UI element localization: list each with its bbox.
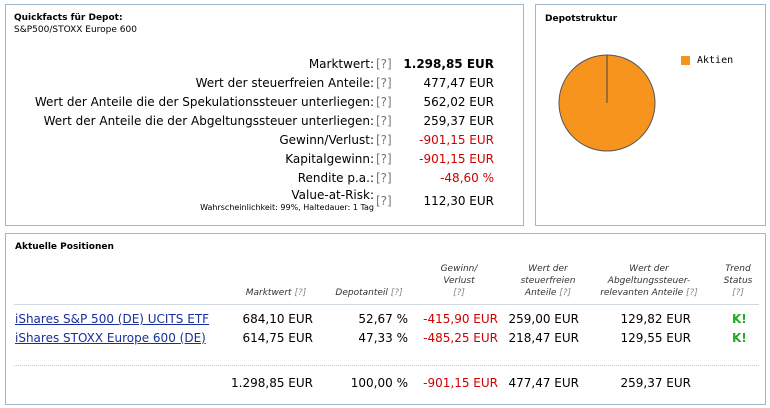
cell-depotanteil: 52,67 % [358,312,408,326]
help-link[interactable]: [?] [376,57,392,71]
cell-gewinn: -415,90 EUR [423,312,498,326]
header-label: Status [723,276,753,286]
header-label: Abgeltungssteuer- [607,276,691,286]
row-label: Wert der Anteile die der Abgeltungssteue… [43,114,374,128]
header-label: Trend [725,264,751,274]
header-marktwert: Marktwert [?] [231,287,321,299]
row-value: -901,15 EUR [419,133,494,147]
var-subtext: Wahrscheinlichkeit: 99%, Haltedauer: 1 T… [200,203,374,212]
total-marktwert: 1.298,85 EUR [231,376,313,390]
total-gewinn: -901,15 EUR [423,376,498,390]
header-label: Wert der [629,264,669,274]
row-value: 562,02 EUR [423,95,494,109]
cell-marktwert: 684,10 EUR [242,312,313,326]
row-value: 259,37 EUR [423,114,494,128]
positions-title: Aktuelle Positionen [15,242,114,252]
quickfacts-subtitle: S&P500/STOXX Europe 600 [14,25,137,35]
header-label: Verlust [443,276,475,286]
cell-abgeltung: 129,55 EUR [620,331,691,345]
quickfacts-row-abgeltung: Wert der Anteile die der Abgeltungssteue… [6,114,526,132]
cell-gewinn: -485,25 EUR [423,331,498,345]
help-link[interactable]: [?] [376,194,392,208]
quickfacts-panel: Quickfacts für Depot: S&P500/STOXX Europ… [5,4,524,226]
row-label: Marktwert: [308,57,374,71]
help-link[interactable]: [?] [376,114,392,128]
header-depotanteil: Depotanteil [?] [324,287,414,299]
help-link[interactable]: [?] [294,288,307,298]
row-value: -48,60 % [440,171,494,185]
position-link[interactable]: iShares S&P 500 (DE) UCITS ETF [15,312,210,326]
help-link[interactable]: [?] [376,171,392,185]
quickfacts-row-gewinn: Gewinn/Verlust: [?] -901,15 EUR [6,133,526,151]
depotstruktur-panel: Depotstruktur Aktien [535,4,766,226]
help-link[interactable]: [?] [453,288,465,298]
depotstruktur-title: Depotstruktur [545,14,618,24]
quickfacts-row-kapitalgewinn: Kapitalgewinn: [?] -901,15 EUR [6,152,526,170]
header-label: Depotanteil [335,288,388,298]
help-link[interactable]: [?] [376,133,392,147]
row-label: Kapitalgewinn: [285,152,374,166]
help-link[interactable]: [?] [376,95,392,109]
header-label: relevanten Anteile [600,288,684,298]
totals-divider [14,365,759,366]
help-link[interactable]: [?] [732,288,744,298]
row-label: Value-at-Risk: [291,188,374,202]
header-label: Wert der [528,264,568,274]
quickfacts-row-steuerfrei: Wert der steuerfreien Anteile: [?] 477,4… [6,76,526,94]
total-steuerfrei: 477,47 EUR [508,376,579,390]
row-value: 112,30 EUR [423,194,494,208]
row-value: -901,15 EUR [419,152,494,166]
cell-steuerfrei: 259,00 EUR [508,312,579,326]
row-value: 1.298,85 EUR [403,57,494,71]
trend-status: K! [732,331,747,345]
help-link[interactable]: [?] [376,152,392,166]
header-label: Marktwert [245,288,292,298]
help-link[interactable]: [?] [685,288,698,298]
header-abgeltung: Wert der Abgeltungssteuer- relevanten An… [590,263,708,299]
header-label: steuerfreien [520,276,576,286]
row-value: 477,47 EUR [423,76,494,90]
help-link[interactable]: [?] [376,76,392,90]
pie-chart [558,54,656,152]
quickfacts-row-rendite: Rendite p.a.: [?] -48,60 % [6,171,526,189]
quickfacts-row-var: Value-at-Risk: Wahrscheinlichkeit: 99%, … [6,188,526,212]
help-link[interactable]: [?] [559,288,572,298]
header-gewinn: Gewinn/ Verlust [?] [419,263,499,299]
positions-panel: Aktuelle Positionen Marktwert [?] Depota… [5,233,766,405]
total-depotanteil: 100,00 % [350,376,408,390]
cell-abgeltung: 129,82 EUR [620,312,691,326]
row-label: Wert der steuerfreien Anteile: [195,76,374,90]
header-trend: Trend Status [?] [714,263,762,299]
header-divider [14,304,759,305]
row-label: Rendite p.a.: [297,171,374,185]
position-link[interactable]: iShares STOXX Europe 600 (DE) [15,331,206,345]
total-abgeltung: 259,37 EUR [620,376,691,390]
cell-marktwert: 614,75 EUR [242,331,313,345]
header-label: Gewinn/ [440,264,478,274]
trend-status: K! [732,312,747,326]
row-label: Wert der Anteile die der Spekulationsste… [34,95,374,109]
legend-label-aktien: Aktien [697,55,734,66]
quickfacts-row-marktwert: Marktwert: [?] 1.298,85 EUR [6,57,526,75]
quickfacts-row-spekulation: Wert der Anteile die der Spekulationsste… [6,95,526,113]
header-steuerfrei: Wert der steuerfreien Anteile [?] [503,263,593,299]
cell-depotanteil: 47,33 % [358,331,408,345]
header-label: Anteile [524,288,557,298]
help-link[interactable]: [?] [390,288,403,298]
cell-steuerfrei: 218,47 EUR [508,331,579,345]
quickfacts-title: Quickfacts für Depot: [14,13,123,23]
legend-swatch-aktien [681,56,690,65]
row-label: Gewinn/Verlust: [279,133,374,147]
